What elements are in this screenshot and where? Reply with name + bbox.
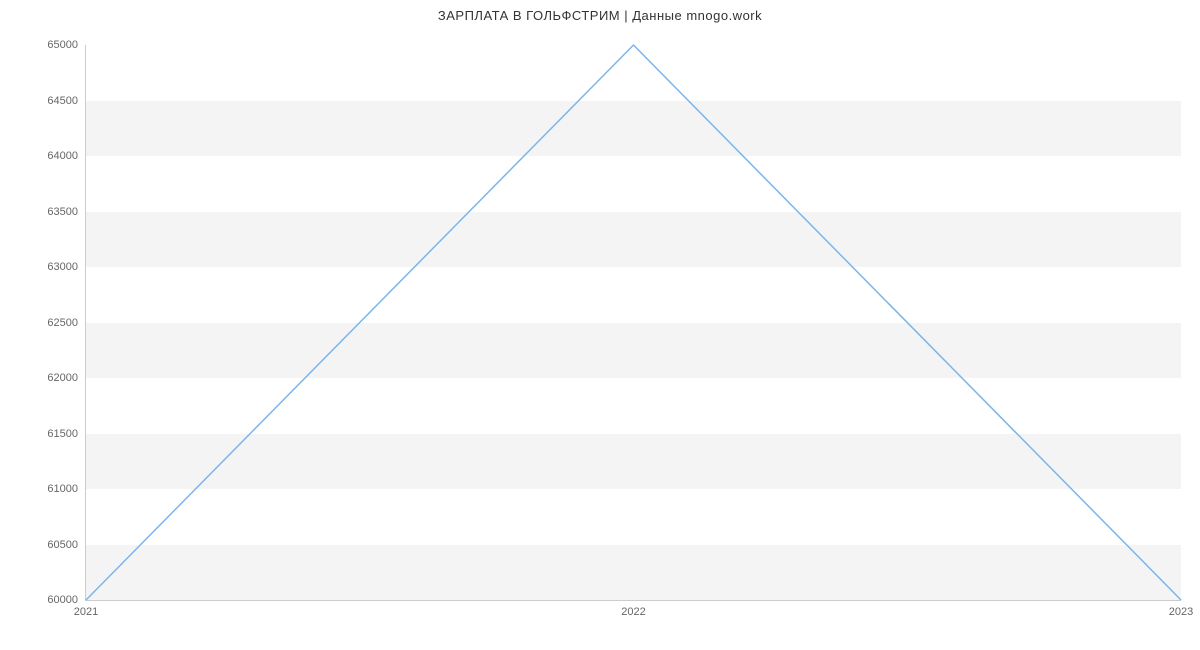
- y-axis-tick-label: 64500: [47, 95, 78, 107]
- plot-area: 6000060500610006150062000625006300063500…: [85, 45, 1181, 601]
- y-axis-tick-label: 62500: [47, 317, 78, 329]
- y-axis-tick-label: 61500: [47, 428, 78, 440]
- y-axis-tick-label: 60500: [47, 539, 78, 551]
- y-axis-tick-label: 63000: [47, 261, 78, 273]
- chart-title: ЗАРПЛАТА В ГОЛЬФСТРИМ | Данные mnogo.wor…: [0, 8, 1200, 23]
- y-axis-tick-label: 61000: [47, 483, 78, 495]
- salary-line-chart: ЗАРПЛАТА В ГОЛЬФСТРИМ | Данные mnogo.wor…: [0, 0, 1200, 650]
- y-axis-tick-label: 60000: [47, 594, 78, 606]
- y-axis-tick-label: 64000: [47, 150, 78, 162]
- x-axis-tick-label: 2021: [74, 606, 98, 618]
- x-axis-tick-label: 2022: [621, 606, 645, 618]
- line-series: [86, 45, 1181, 600]
- y-axis-tick-label: 63500: [47, 206, 78, 218]
- y-axis-tick-label: 62000: [47, 372, 78, 384]
- x-axis-tick-label: 2023: [1169, 606, 1193, 618]
- y-axis-tick-label: 65000: [47, 39, 78, 51]
